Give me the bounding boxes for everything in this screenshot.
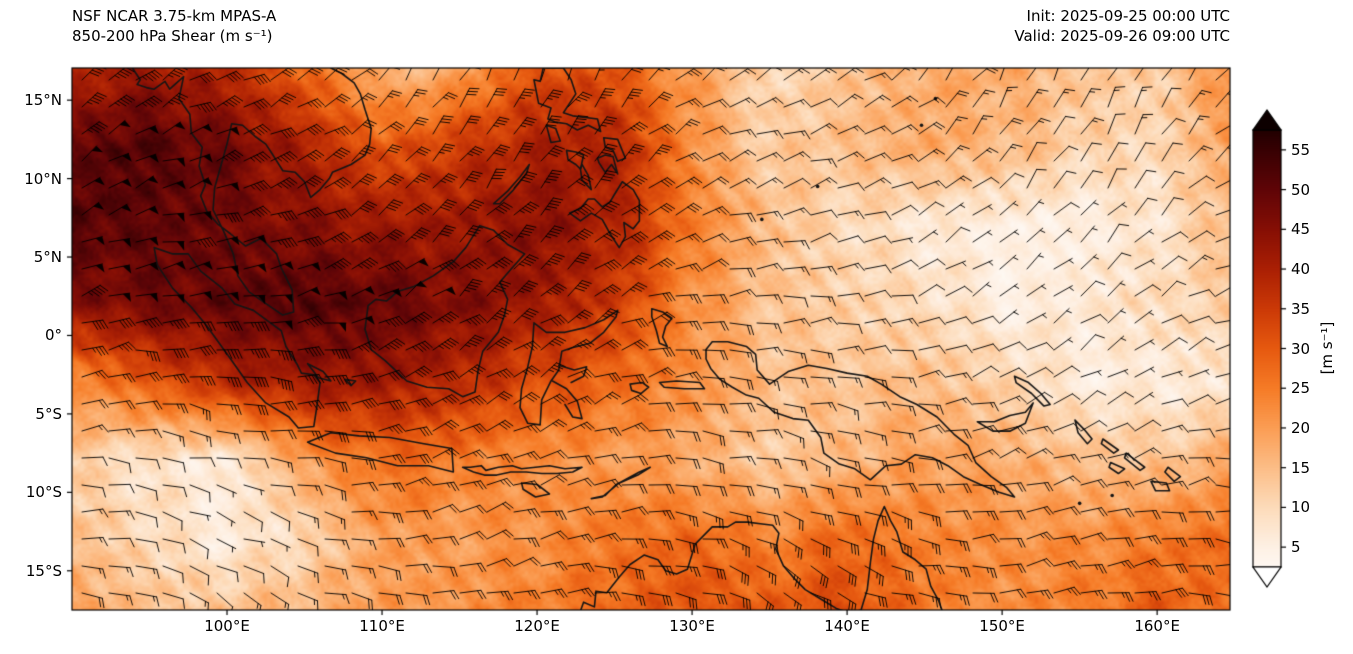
colorbar-tick-label: 30 <box>1291 339 1311 358</box>
x-tick-label: 140°E <box>824 617 870 635</box>
y-tick-label: 10°N <box>24 169 62 188</box>
y-tick-label: 10°S <box>25 483 62 502</box>
colorbar-tick-label: 5 <box>1291 538 1301 557</box>
x-tick-label: 130°E <box>669 617 715 635</box>
colorbar-tick-label: 40 <box>1291 260 1311 279</box>
y-tick-label: 0° <box>44 326 62 345</box>
x-tick-label: 110°E <box>359 617 405 635</box>
y-tick-label: 15°N <box>24 91 62 110</box>
y-tick-label: 5°S <box>35 404 62 423</box>
x-tick-label: 160°E <box>1134 617 1180 635</box>
x-tick-label: 150°E <box>979 617 1025 635</box>
colorbar-tick-label: 20 <box>1291 418 1311 437</box>
colorbar-tick-label: 35 <box>1291 299 1311 318</box>
colorbar-tick-label: 15 <box>1291 458 1311 477</box>
colorbar-unit-label: [m s⁻¹] <box>1318 321 1336 375</box>
colorbar-tick-label: 55 <box>1291 140 1311 159</box>
colorbar-tick-label: 10 <box>1291 498 1311 517</box>
x-tick-label: 120°E <box>514 617 560 635</box>
colorbar-tick-label: 25 <box>1291 379 1311 398</box>
colorbar-tick-label: 50 <box>1291 180 1311 199</box>
y-tick-label: 5°N <box>33 248 62 267</box>
colorbar-tick-label: 45 <box>1291 220 1311 239</box>
x-tick-label: 100°E <box>204 617 250 635</box>
y-tick-label: 15°S <box>25 561 62 580</box>
